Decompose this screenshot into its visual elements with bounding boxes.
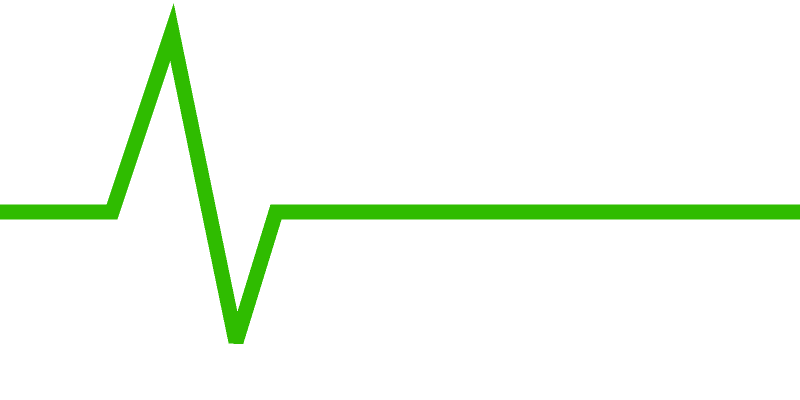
pulse-line xyxy=(0,3,800,345)
